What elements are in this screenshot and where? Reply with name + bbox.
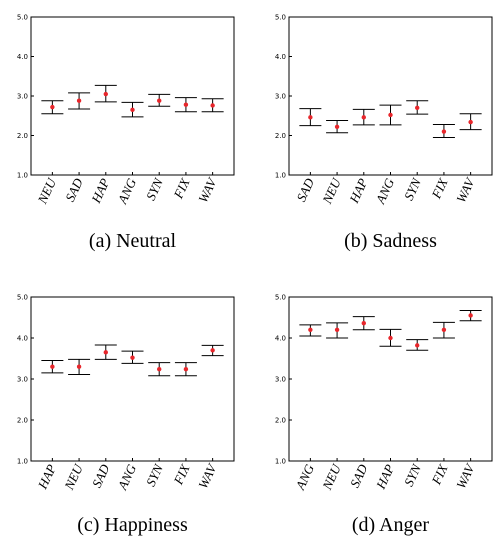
panel-anger: 1.0 2.0 3.0 4.0 5.0 ANG NEU SAD HAP SYN FIX WAV (d) …	[275, 294, 493, 536]
y-tick-label: 4.0	[275, 335, 286, 343]
panel-caption: (b) Sadness	[344, 230, 437, 252]
mean-marker	[210, 103, 215, 108]
y-tick-label: 1.0	[275, 458, 286, 466]
y-tick-label: 2.0	[17, 417, 28, 425]
panel-caption: (a) Neutral	[89, 230, 177, 252]
x-tick-label: FIX	[428, 461, 451, 488]
y-tick-label: 4.0	[17, 53, 28, 61]
y-tick-label: 5.0	[275, 14, 286, 22]
mean-marker	[157, 98, 162, 103]
mean-marker	[76, 364, 82, 369]
x-tick-label: NEU	[61, 460, 87, 492]
x-tick-label: WAV	[195, 174, 220, 205]
panel-neutral: 1.0 2.0 3.0 4.0 5.0 NEU SAD HAP ANG SYN FIX WAV (a) …	[17, 14, 235, 252]
mean-marker	[361, 115, 366, 120]
x-tick-label: NEU	[319, 460, 345, 492]
x-tick-label: ANG	[114, 175, 139, 206]
y-tick-label: 1.0	[17, 172, 28, 180]
mean-marker	[103, 350, 108, 355]
mean-marker	[157, 366, 162, 372]
y-tick-label: 2.0	[275, 132, 286, 140]
mean-marker	[441, 129, 447, 134]
x-tick-label: ANG	[372, 175, 397, 206]
x-tick-label: SYN	[401, 461, 425, 489]
y-tick-label: 3.0	[17, 93, 28, 101]
y-tick-label: 1.0	[275, 172, 286, 180]
y-tick-label: 5.0	[275, 294, 286, 302]
x-tick-label: WAV	[453, 174, 478, 205]
y-tick-label: 2.0	[275, 417, 286, 425]
mean-marker	[130, 355, 135, 360]
plot-frame	[30, 296, 235, 462]
mean-marker	[388, 335, 393, 341]
mean-marker	[334, 327, 340, 332]
mean-marker	[388, 112, 393, 118]
y-tick-label: 4.0	[275, 53, 286, 61]
y-tick-label: 5.0	[17, 14, 28, 22]
mean-marker	[103, 91, 108, 97]
x-tick-label: FIX	[170, 175, 193, 202]
x-tick-label: HAP	[88, 176, 113, 206]
y-tick-label: 4.0	[17, 335, 28, 343]
x-tick-label: SYN	[143, 175, 167, 203]
panel-caption: (c) Happiness	[77, 514, 188, 536]
x-tick-label: FIX	[428, 175, 451, 202]
mean-marker	[441, 327, 447, 332]
mean-marker	[76, 98, 82, 103]
x-tick-label: HAP	[373, 462, 398, 492]
mean-marker	[50, 364, 55, 369]
mean-marker	[415, 105, 420, 111]
x-tick-label: NEU	[34, 174, 60, 206]
x-tick-label: SYN	[401, 175, 425, 203]
mean-marker	[308, 327, 313, 332]
panel-sadness: 1.0 2.0 3.0 4.0 5.0 SAD NEU HAP ANG SYN FIX WAV (b) …	[275, 14, 493, 252]
panel-happiness: 1.0 2.0 3.0 4.0 5.0 HAP NEU SAD ANG SYN FIX WAV (c) …	[17, 294, 235, 536]
x-tick-label: SAD	[293, 175, 317, 203]
mean-marker	[334, 124, 340, 130]
plot-frame	[288, 16, 493, 176]
x-tick-label: SAD	[62, 175, 86, 203]
x-tick-label: WAV	[195, 460, 220, 491]
x-tick-label: FIX	[170, 461, 193, 488]
mean-marker	[183, 102, 189, 107]
x-tick-label: HAP	[34, 462, 59, 492]
y-tick-label: 3.0	[275, 93, 286, 101]
mean-marker	[130, 107, 135, 113]
x-tick-label: ANG	[292, 461, 317, 492]
x-tick-label: NEU	[319, 174, 345, 206]
y-tick-label: 3.0	[17, 376, 28, 384]
y-tick-label: 3.0	[275, 376, 286, 384]
plot-frame	[288, 296, 493, 462]
panel-caption: (d) Anger	[352, 514, 430, 536]
mean-marker	[210, 348, 215, 353]
y-tick-label: 2.0	[17, 132, 28, 140]
x-tick-label: SYN	[143, 461, 167, 489]
mean-marker	[308, 115, 313, 120]
mean-marker	[468, 313, 473, 318]
y-tick-label: 5.0	[17, 294, 28, 302]
x-tick-label: WAV	[453, 460, 478, 491]
plot-frame	[30, 16, 235, 176]
mean-marker	[468, 119, 473, 125]
x-tick-label: SAD	[347, 461, 371, 489]
mean-marker	[415, 343, 420, 348]
x-tick-label: HAP	[346, 176, 371, 206]
x-tick-label: ANG	[114, 461, 139, 492]
mean-marker	[50, 104, 55, 110]
mean-marker	[183, 366, 189, 372]
mean-marker	[361, 321, 366, 326]
x-tick-label: SAD	[89, 461, 113, 489]
y-tick-label: 1.0	[17, 458, 28, 466]
